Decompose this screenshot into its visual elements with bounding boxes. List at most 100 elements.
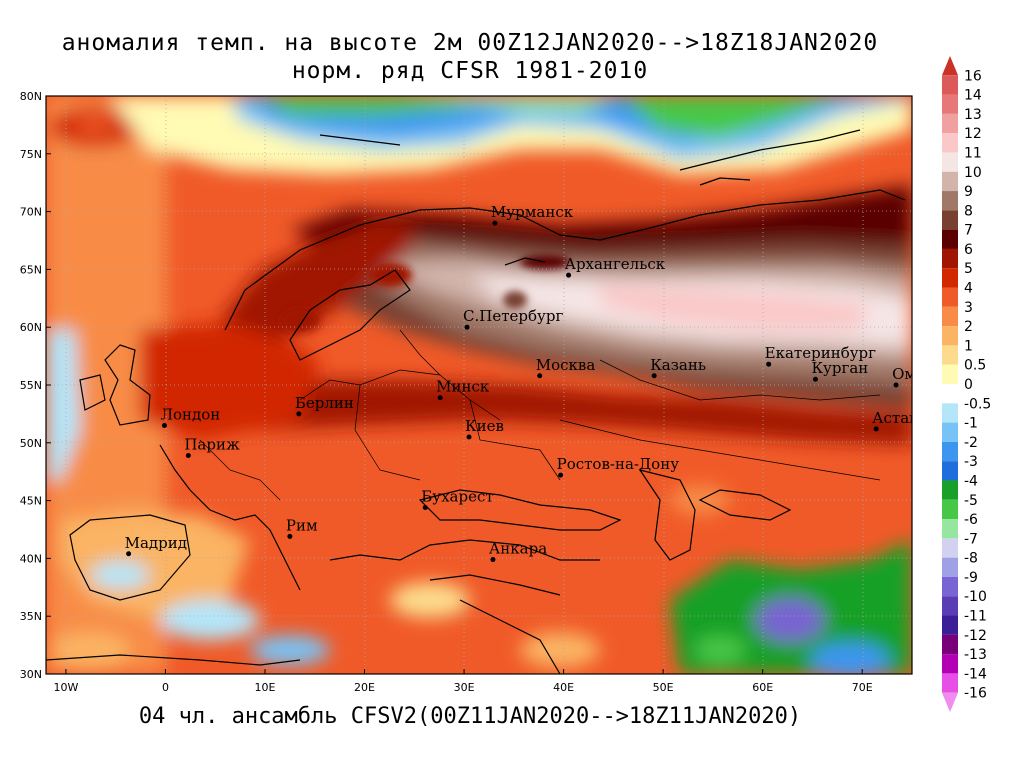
graticule — [46, 96, 912, 674]
legend-swatch — [942, 596, 958, 616]
city-label: Казань — [650, 356, 706, 374]
legend-label: 6 — [964, 242, 973, 258]
lon-label: 50E — [653, 681, 674, 694]
legend-swatch — [942, 557, 958, 577]
legend-label: 12 — [964, 126, 982, 142]
lat-label: 30N — [20, 668, 42, 681]
city-dot — [161, 422, 167, 428]
legend-swatch — [942, 75, 958, 95]
city-label: Омск — [892, 365, 930, 383]
legend-label: 10 — [964, 165, 982, 181]
lon-label: 10E — [255, 681, 276, 694]
city-dot — [651, 373, 657, 379]
legend-swatch — [942, 461, 958, 481]
legend-label: -12 — [964, 628, 987, 644]
city-dot — [893, 382, 899, 388]
city-dot — [492, 220, 498, 226]
city-label: Анкара — [489, 540, 547, 558]
legend-label: -11 — [964, 609, 987, 625]
city-dot — [490, 557, 496, 563]
legend-swatch — [942, 113, 958, 134]
legend-swatch — [942, 692, 958, 712]
city-label: Минск — [436, 378, 490, 396]
legend-swatch — [942, 229, 958, 249]
city-label: Мадрид — [125, 534, 187, 552]
longitude-labels: 10W 0 10E 20E 30E 40E 50E 60E 70E — [53, 669, 873, 694]
legend-label: 5 — [964, 261, 973, 277]
legend-label: 0 — [964, 377, 973, 393]
city-dot — [287, 533, 293, 539]
legend-swatch — [942, 133, 958, 153]
legend-swatch — [942, 210, 958, 230]
country-borders — [199, 329, 881, 501]
city-dot — [466, 434, 472, 440]
lon-label: 20E — [354, 681, 375, 694]
lat-label: 50N — [20, 437, 42, 450]
legend-swatch — [942, 403, 958, 423]
city-label: Лондон — [160, 405, 220, 423]
city-dot — [537, 373, 543, 379]
legend-label: -13 — [964, 647, 987, 663]
legend-label: 4 — [964, 281, 973, 297]
legend-label: 7 — [964, 223, 973, 239]
legend-swatch — [942, 191, 958, 211]
legend-label: -5 — [964, 493, 978, 509]
legend-swatch — [942, 326, 958, 346]
legend-label: 8 — [964, 203, 973, 219]
legend-swatch — [942, 576, 958, 597]
coastlines — [46, 129, 906, 674]
legend-swatch — [942, 499, 958, 520]
city-label: Париж — [184, 436, 240, 454]
lon-label: 40E — [553, 681, 574, 694]
legend-swatch — [942, 171, 958, 192]
legend-swatch — [942, 364, 958, 384]
legend-swatch — [942, 94, 958, 114]
legend-swatch — [942, 152, 958, 172]
lon-label: 70E — [852, 681, 873, 694]
city-dot — [766, 361, 772, 367]
city-dot — [422, 505, 428, 511]
city-label: Астана — [872, 409, 928, 427]
legend-label: -16 — [964, 686, 987, 702]
legend-label: -10 — [964, 589, 987, 605]
map-title-line1: аномалия темп. на высоте 2м 00Z12JAN2020… — [61, 30, 879, 56]
city-dot — [296, 411, 302, 417]
city-dot — [873, 426, 879, 432]
city-dot — [812, 376, 818, 382]
legend-label: -8 — [964, 551, 978, 567]
legend-swatch — [942, 422, 958, 442]
latitude-labels: 80N 75N 70N 65N 60N 55N 50N 45N 40N 35N 30N — [20, 90, 51, 681]
lat-label: 45N — [20, 495, 42, 508]
legend-swatch — [942, 345, 958, 365]
lon-label: 10W — [53, 681, 78, 694]
lon-label: 0 — [162, 681, 169, 694]
legend-swatch — [942, 268, 958, 288]
legend-swatch — [942, 287, 958, 307]
legend-label: 9 — [964, 184, 973, 200]
legend-label: 0.5 — [964, 358, 986, 374]
lat-label: 80N — [20, 90, 42, 103]
legend-swatch — [942, 634, 958, 655]
lat-label: 70N — [20, 206, 42, 219]
legend-swatch — [942, 538, 958, 558]
legend-swatch — [942, 615, 958, 635]
legend-swatch — [942, 480, 958, 500]
lat-label: 60N — [20, 321, 42, 334]
legend-label: -3 — [964, 454, 978, 470]
lat-label: 35N — [20, 610, 42, 623]
legend-label: -7 — [964, 531, 978, 547]
legend-label: -6 — [964, 512, 978, 528]
city-label: Бухарест — [421, 488, 493, 506]
legend-swatch — [942, 56, 958, 76]
legend-label: -0.5 — [964, 396, 991, 412]
legend-label: 1 — [964, 338, 973, 354]
lat-label: 40N — [20, 552, 42, 565]
city-label: С.Петербург — [463, 307, 563, 325]
legend-swatch — [942, 519, 958, 539]
legend-swatch — [942, 654, 958, 674]
legend-swatch — [942, 384, 958, 404]
city-dot — [464, 324, 470, 330]
legend-swatch — [942, 673, 958, 693]
city-dot — [566, 272, 572, 278]
legend-label: 11 — [964, 145, 982, 161]
